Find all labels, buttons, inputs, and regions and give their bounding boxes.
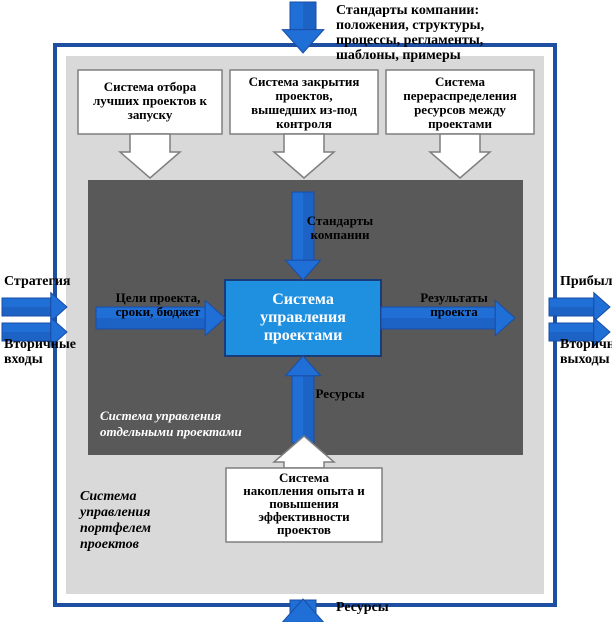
ext-label-right-top: Прибыль [560, 274, 612, 289]
core-box-title: Системауправленияпроектами [260, 291, 346, 344]
core-arrow-bottom-label: Ресурсы [316, 386, 365, 401]
ext-label-bottom: Ресурсы [336, 600, 389, 615]
ext-label-left-top: Стратегия [4, 274, 71, 289]
core-arrow-left-label: Цели проекта,сроки, бюджет [116, 290, 201, 319]
ext-label-right-bottom: Вторичныевыходы [560, 337, 612, 367]
core-arrow-right-label: Результатыпроекта [420, 290, 488, 319]
inner-system-title: Система управленияотдельными проектами [100, 408, 242, 439]
core-arrow-top-label: Стандартыкомпании [307, 213, 373, 242]
